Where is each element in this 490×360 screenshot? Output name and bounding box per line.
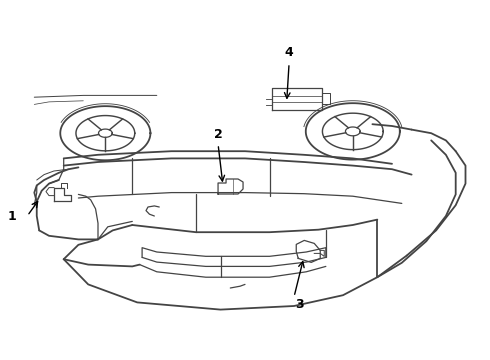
Text: 3: 3 <box>294 298 303 311</box>
Text: 4: 4 <box>285 46 294 59</box>
Text: 2: 2 <box>214 127 222 140</box>
Text: 1: 1 <box>8 210 17 222</box>
